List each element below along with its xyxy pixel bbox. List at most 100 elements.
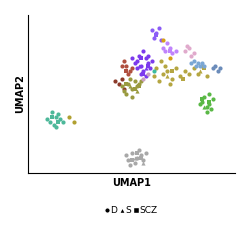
Point [183,49,187,53]
Point [216,69,220,73]
Point [174,66,178,70]
Point [168,82,172,86]
Point [135,66,139,70]
Point [124,64,128,68]
Point [198,64,202,68]
Point [202,105,206,109]
Point [170,77,174,81]
Point [128,69,132,73]
Point [150,28,154,32]
Point [139,72,143,76]
Point [218,66,222,70]
Point [163,64,167,68]
Point [189,62,193,66]
Point [58,118,62,122]
Point [152,36,156,40]
Point [146,62,150,66]
Point [133,62,137,66]
Point [174,49,178,53]
Point [159,59,163,63]
Point [120,77,124,81]
Point [137,148,141,152]
Point [126,72,130,76]
Point [211,66,215,70]
Point [130,94,134,98]
Point [154,34,158,38]
Point [198,102,202,106]
Point [72,120,76,124]
Point [124,69,128,73]
Point [126,158,130,162]
Point [211,97,215,101]
Point [161,46,165,50]
Point [144,74,148,78]
Point [56,120,60,124]
Point [54,115,58,119]
Point [157,79,161,83]
Point [146,72,150,76]
Point [170,51,174,55]
Point [200,64,204,68]
Point [142,72,146,76]
Point [137,84,141,88]
Point [122,59,126,63]
Point [130,87,134,91]
Point [209,107,213,111]
Point [148,66,152,70]
Point [133,156,137,160]
Point [130,150,134,154]
Point [189,54,193,58]
Point [161,72,165,76]
Point [194,64,198,68]
Point [122,90,126,94]
Point [207,92,211,96]
Point [124,153,128,157]
Point [113,79,117,83]
Point [166,74,170,78]
Point [124,92,128,96]
Point [202,66,206,70]
Point [128,77,132,81]
Point [50,110,54,114]
Point [137,54,141,58]
Point [142,158,146,162]
Point [205,74,209,78]
Point [135,150,139,154]
Point [163,49,167,53]
Point [133,79,137,83]
Point [122,87,126,91]
Point [126,82,130,86]
Point [144,56,148,60]
Point [139,79,143,83]
Point [137,82,141,86]
Point [168,46,172,50]
Point [200,62,204,66]
Point [192,59,196,63]
Point [152,69,156,73]
Point [146,64,150,68]
Point [135,156,139,160]
Point [154,31,158,35]
Point [202,64,206,68]
Point [154,66,158,70]
Point [150,59,154,63]
Point [67,115,71,119]
Legend: D, S, SCZ: D, S, SCZ [102,203,161,219]
Point [135,84,139,88]
Point [166,69,170,73]
Point [48,120,52,124]
Point [130,158,134,162]
Point [207,100,211,103]
Point [139,56,143,60]
Point [178,74,182,78]
Point [130,66,134,70]
Point [61,120,65,124]
Point [192,51,196,55]
Point [202,94,206,98]
Point [135,59,139,63]
Point [142,77,146,81]
Point [166,41,170,45]
Point [213,64,217,68]
Point [120,84,124,88]
Point [181,77,185,81]
